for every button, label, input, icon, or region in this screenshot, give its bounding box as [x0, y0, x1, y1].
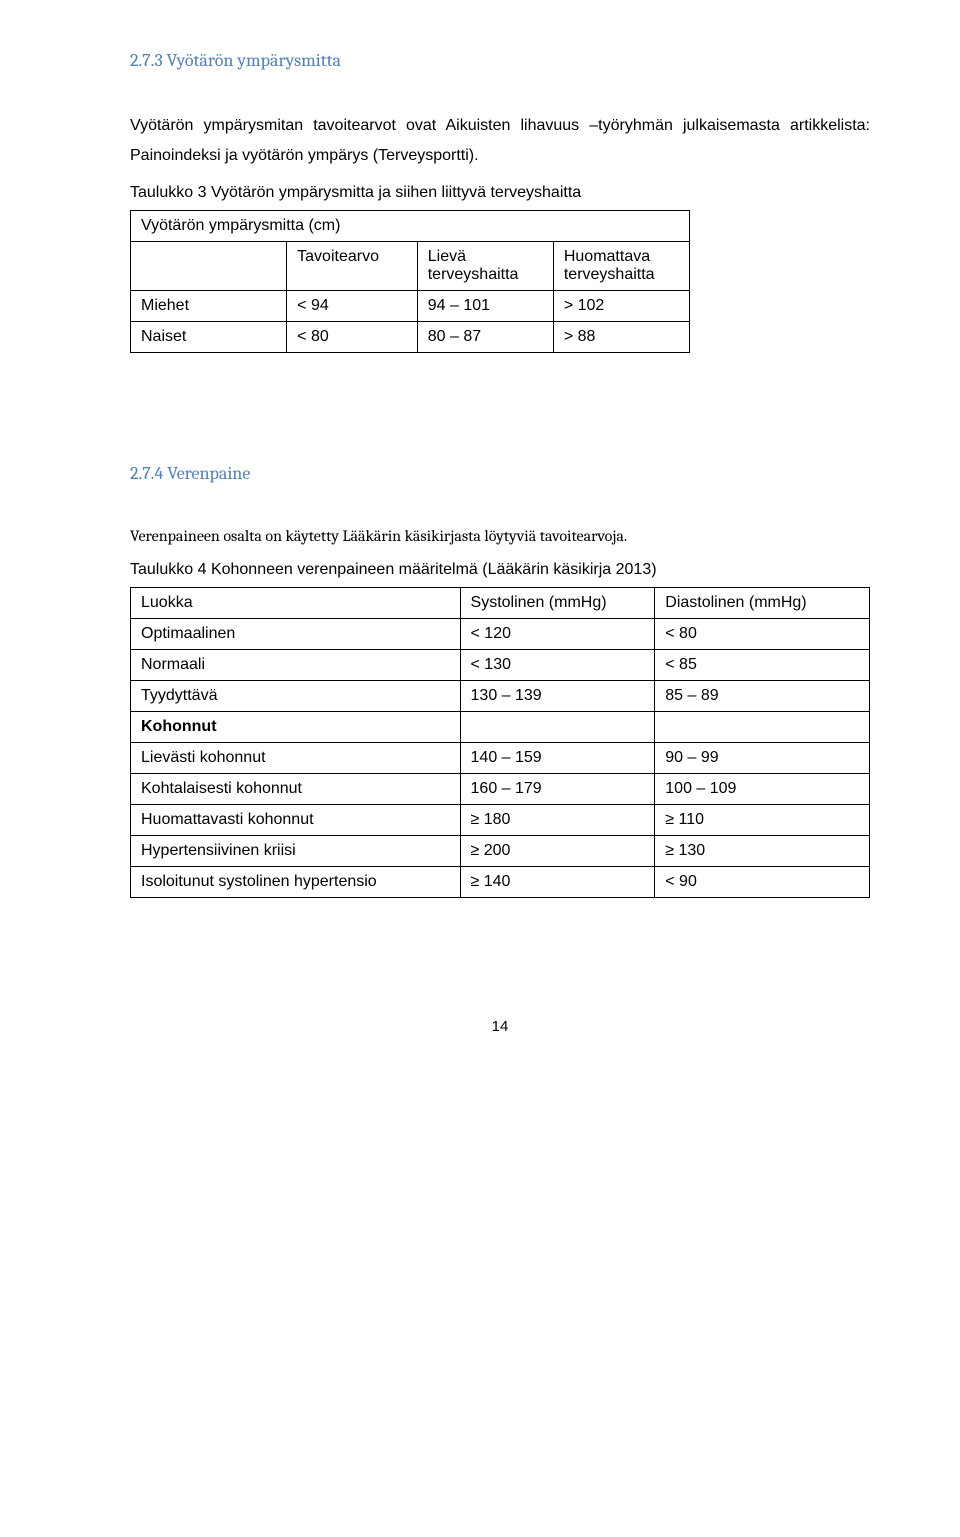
table-row: Isoloitunut systolinen hypertensio ≥ 140… — [131, 867, 870, 898]
table-row: Optimaalinen < 120 < 80 — [131, 619, 870, 650]
row-label: Isoloitunut systolinen hypertensio — [131, 867, 461, 898]
row-val: ≥ 130 — [655, 836, 870, 867]
row-val: 80 – 87 — [417, 321, 553, 352]
row-val: 90 – 99 — [655, 743, 870, 774]
row-label: Hypertensiivinen kriisi — [131, 836, 461, 867]
row-label: Naiset — [131, 321, 287, 352]
section-heading-bp: 2.7.4 Verenpaine — [130, 463, 870, 484]
table-row: Normaali < 130 < 85 — [131, 650, 870, 681]
table-header-row: Tavoitearvo Lievä terveyshaitta Huomatta… — [131, 241, 690, 290]
row-val: 94 – 101 — [417, 290, 553, 321]
section1-intro: Vyötärön ympärysmitan tavoitearvot ovat … — [130, 111, 870, 172]
table-row: Miehet < 94 94 – 101 > 102 — [131, 290, 690, 321]
row-val: 85 – 89 — [655, 681, 870, 712]
empty-cell — [460, 712, 655, 743]
header-empty — [131, 241, 287, 290]
header-tavoitearvo: Tavoitearvo — [287, 241, 418, 290]
row-val: < 130 — [460, 650, 655, 681]
row-val: < 90 — [655, 867, 870, 898]
row-label: Lievästi kohonnut — [131, 743, 461, 774]
table4-caption: Taulukko 4 Kohonneen verenpaineen määrit… — [130, 561, 870, 579]
table-subheading-row: Kohonnut — [131, 712, 870, 743]
page-number: 14 — [130, 1018, 870, 1035]
empty-cell — [655, 712, 870, 743]
row-val: 160 – 179 — [460, 774, 655, 805]
row-label: Tyydyttävä — [131, 681, 461, 712]
row-val: 140 – 159 — [460, 743, 655, 774]
table3-caption: Taulukko 3 Vyötärön ympärysmitta ja siih… — [130, 184, 870, 202]
header-lieva-line2: terveyshaitta — [428, 266, 519, 283]
header-lieva-line1: Lievä — [428, 248, 466, 265]
row-val: < 85 — [655, 650, 870, 681]
section2-intro: Verenpaineen osalta on käytetty Lääkärin… — [130, 524, 870, 550]
header-huom-line1: Huomattava — [564, 248, 650, 265]
section-heading-waist: 2.7.3 Vyötärön ympärysmitta — [130, 50, 870, 71]
table-row: Lievästi kohonnut 140 – 159 90 – 99 — [131, 743, 870, 774]
row-val: < 94 — [287, 290, 418, 321]
table-bloodpressure: Luokka Systolinen (mmHg) Diastolinen (mm… — [130, 587, 870, 898]
row-val: ≥ 110 — [655, 805, 870, 836]
row-val: < 80 — [287, 321, 418, 352]
row-val: < 120 — [460, 619, 655, 650]
row-label: Normaali — [131, 650, 461, 681]
row-label: Kohtalaisesti kohonnut — [131, 774, 461, 805]
header-huomattava: Huomattava terveyshaitta — [553, 241, 689, 290]
header-systolinen: Systolinen (mmHg) — [460, 588, 655, 619]
row-val: ≥ 140 — [460, 867, 655, 898]
row-val: > 102 — [553, 290, 689, 321]
header-luokka: Luokka — [131, 588, 461, 619]
header-lieva: Lievä terveyshaitta — [417, 241, 553, 290]
header-huom-line2: terveyshaitta — [564, 266, 655, 283]
row-val: > 88 — [553, 321, 689, 352]
table-waist: Vyötärön ympärysmitta (cm) Tavoitearvo L… — [130, 210, 690, 353]
table-row: Kohtalaisesti kohonnut 160 – 179 100 – 1… — [131, 774, 870, 805]
table-row: Tyydyttävä 130 – 139 85 – 89 — [131, 681, 870, 712]
table-row: Huomattavasti kohonnut ≥ 180 ≥ 110 — [131, 805, 870, 836]
row-label: Miehet — [131, 290, 287, 321]
row-val: 100 – 109 — [655, 774, 870, 805]
row-val: ≥ 180 — [460, 805, 655, 836]
table-header-row: Luokka Systolinen (mmHg) Diastolinen (mm… — [131, 588, 870, 619]
table-title-cell: Vyötärön ympärysmitta (cm) — [131, 210, 690, 241]
table-row: Naiset < 80 80 – 87 > 88 — [131, 321, 690, 352]
header-diastolinen: Diastolinen (mmHg) — [655, 588, 870, 619]
row-val: < 80 — [655, 619, 870, 650]
kohonnut-label: Kohonnut — [131, 712, 461, 743]
table-row: Hypertensiivinen kriisi ≥ 200 ≥ 130 — [131, 836, 870, 867]
row-label: Huomattavasti kohonnut — [131, 805, 461, 836]
table-title-row: Vyötärön ympärysmitta (cm) — [131, 210, 690, 241]
spacer — [130, 403, 870, 463]
row-val: ≥ 200 — [460, 836, 655, 867]
row-val: 130 – 139 — [460, 681, 655, 712]
row-label: Optimaalinen — [131, 619, 461, 650]
